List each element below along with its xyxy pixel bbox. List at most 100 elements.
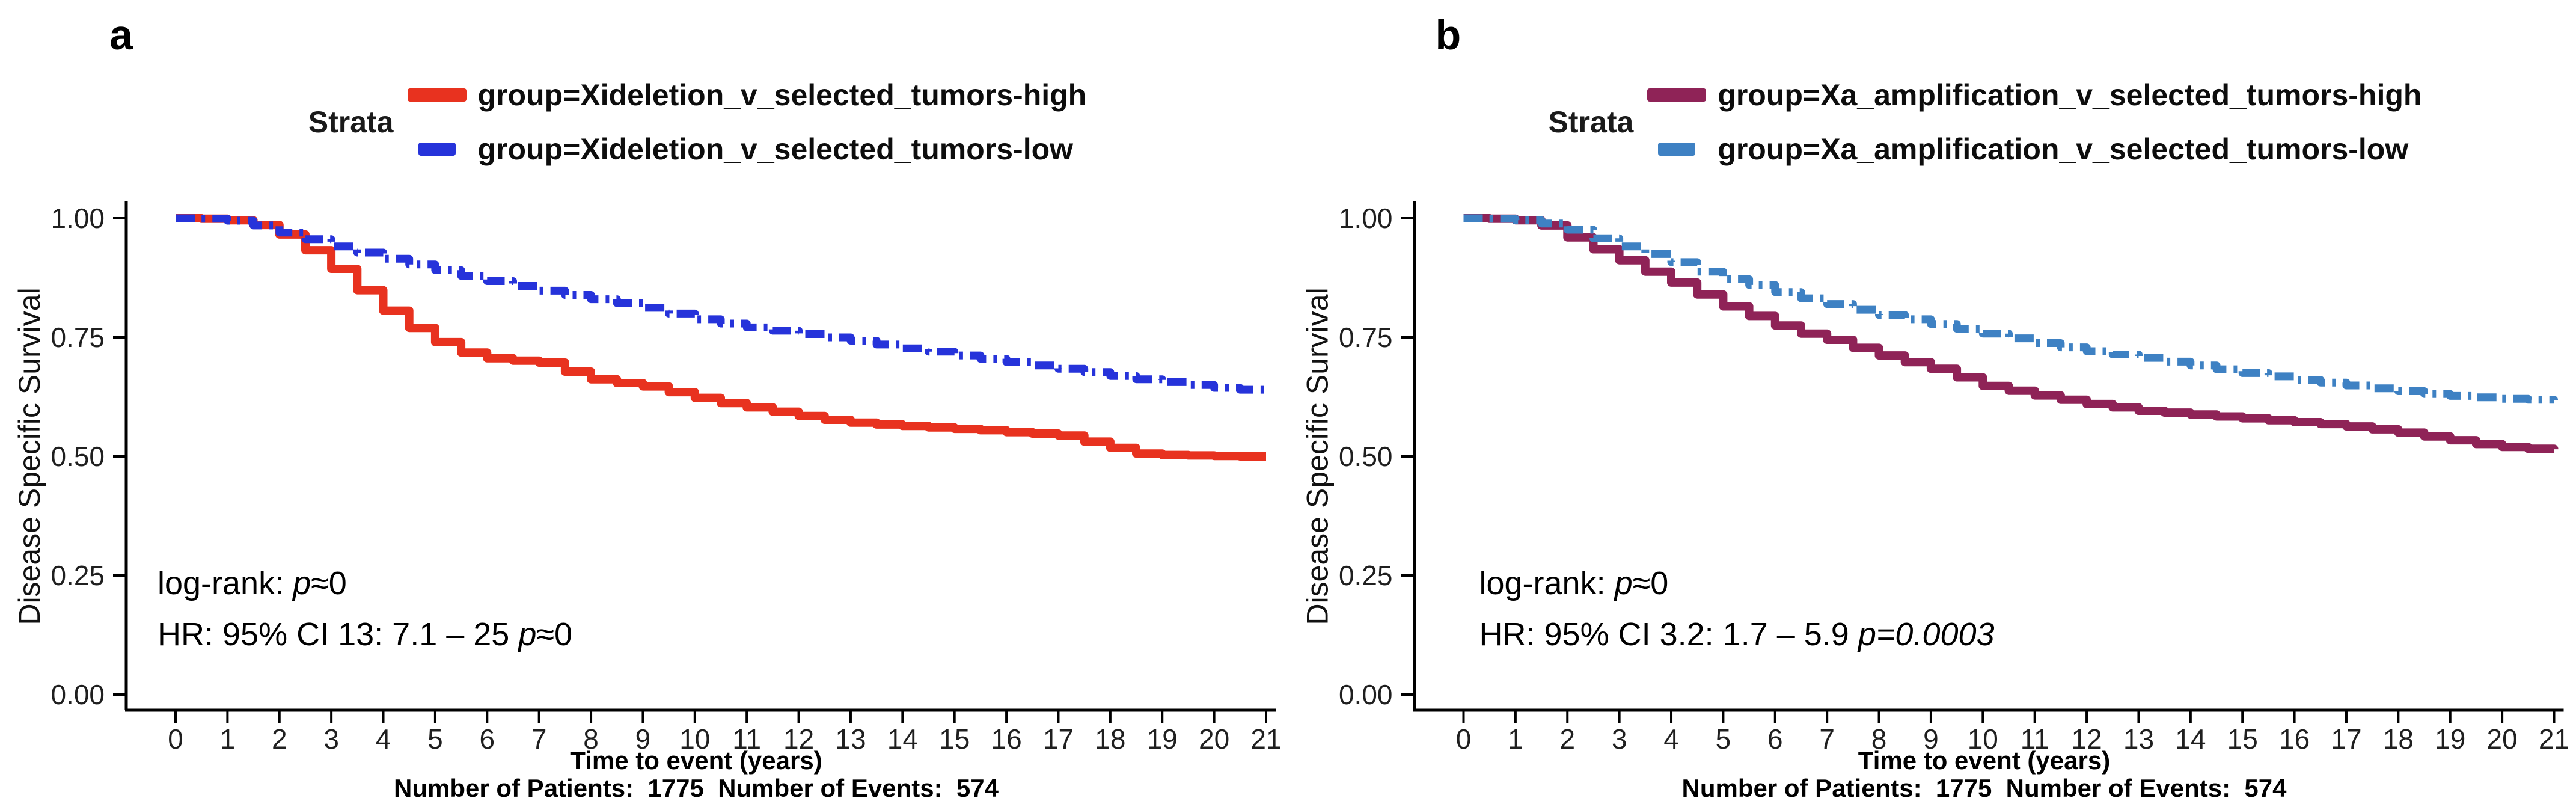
x-tick-label: 20 (1199, 723, 1229, 755)
x-tick-label: 5 (1716, 723, 1731, 755)
legend-key-box (407, 88, 467, 102)
x-tick-label: 7 (1819, 723, 1835, 755)
y-tick-label: 0.50 (1339, 441, 1393, 472)
x-tick-label: 15 (939, 723, 970, 755)
y-tick-label: 0.75 (1339, 322, 1393, 353)
x-tick-label: 1 (1508, 723, 1523, 755)
anno-text: ≈0 (1633, 565, 1669, 601)
x-tick-label: 4 (376, 723, 391, 755)
x-tick-label: 14 (887, 723, 918, 755)
x-axis-title: Time to event (years) (570, 746, 822, 775)
logrank-annotation: log-rank: p≈0 (158, 565, 347, 601)
y-tick-label: 0.50 (50, 441, 105, 472)
x-tick-label: 21 (2539, 723, 2569, 755)
anno-text: log-rank: (158, 565, 293, 601)
anno-text: ≈0 (536, 616, 572, 652)
x-tick-label: 12 (783, 723, 814, 755)
legend: Strata group=Xideletion_v_selected_tumor… (126, 78, 1268, 166)
x-tick-label: 9 (635, 723, 651, 755)
x-tick-label: 9 (1923, 723, 1939, 755)
anno-italic-p: p (292, 565, 311, 601)
anno-text: log-rank: (1479, 565, 1615, 601)
survival-curves (1463, 214, 2559, 453)
x-tick-label: 10 (1968, 723, 1998, 755)
hr-annotation: HR: 95% CI 13: 7.1 – 25 p≈0 (158, 616, 572, 652)
panel-letter: b (1436, 11, 1461, 58)
x-tick-label: 6 (479, 723, 495, 755)
x-tick-label: 16 (2279, 723, 2310, 755)
x-tick-label: 19 (2435, 723, 2465, 755)
x-tick-label: 6 (1767, 723, 1783, 755)
x-tick-label: 18 (2383, 723, 2414, 755)
y-tick-label: 0.00 (50, 679, 105, 710)
legend-key-dashed-line-icon (1658, 143, 1696, 156)
anno-text: HR: 95% CI 3.2: 1.7 – 5.9 (1479, 616, 1858, 652)
x-tick-label: 7 (531, 723, 547, 755)
y-tick-label: 0.75 (50, 322, 105, 353)
survival-curves (176, 214, 1270, 461)
axes: 0.000.250.500.751.000 1 2 3 4 5 6 7 8 9 10 11 12 13 14… (50, 201, 1282, 755)
x-tick-label: 3 (1612, 723, 1627, 755)
patients-events-footer: Number of Patients: 1775 Number of Event… (394, 774, 999, 802)
y-axis-title: Disease Specific Survival (13, 287, 46, 625)
legend-item-low: group=Xideletion_v_selected_tumors-low (407, 132, 1087, 166)
survival-plot-a: a 0.000.250.500.751.000 1 2 3 4 5 6 7 8 9 10 11 12 13… (13, 11, 1282, 802)
survival-curve-high (1463, 214, 2559, 453)
anno-text: HR: 95% CI 13: 7.1 – 25 (158, 616, 518, 652)
x-tick-label: 19 (1147, 723, 1178, 755)
panel-letter: a (109, 11, 133, 58)
legend-item-high: group=Xideletion_v_selected_tumors-high (407, 78, 1087, 112)
anno-italic-p: p (1614, 565, 1633, 601)
x-tick-label: 2 (1559, 723, 1575, 755)
survival-curve-low (1463, 214, 2558, 404)
x-tick-label: 4 (1663, 723, 1679, 755)
x-tick-label: 13 (2123, 723, 2154, 755)
legend-rows: group=Xideletion_v_selected_tumors-high … (407, 78, 1087, 166)
x-tick-label: 1 (220, 723, 236, 755)
legend-key-solid-line-icon (1647, 88, 1707, 102)
legend-item-label: group=Xideletion_v_selected_tumors-low (477, 132, 1074, 166)
legend-item-label: group=Xideletion_v_selected_tumors-high (477, 78, 1087, 112)
x-tick-label: 13 (835, 723, 866, 755)
legend-rows: group=Xa_amplification_v_selected_tumors… (1647, 78, 2422, 166)
anno-italic-p: p=0.0003 (1857, 616, 1995, 652)
x-tick-label: 11 (732, 723, 761, 755)
y-tick-label: 0.25 (1339, 560, 1393, 591)
survival-curve-high (176, 214, 1266, 461)
legend-key-box (1647, 143, 1707, 156)
x-tick-label: 18 (1095, 723, 1125, 755)
patients-events-footer: Number of Patients: 1775 Number of Event… (1682, 774, 2287, 802)
x-tick-label: 10 (679, 723, 710, 755)
x-tick-label: 5 (427, 723, 443, 755)
y-axis-title: Disease Specific Survival (1301, 287, 1335, 625)
x-tick-label: 8 (583, 723, 599, 755)
x-tick-label: 16 (991, 723, 1022, 755)
x-tick-label: 2 (272, 723, 287, 755)
panel-a: a 0.00 0.25 0.50 0.75 1.00 0 1 2 3 4 5 6 7 8 9 10 11 12 13… (13, 11, 1282, 802)
x-tick-label: 12 (2071, 723, 2102, 755)
y-tick-label: 0.25 (50, 560, 105, 591)
logrank-annotation: log-rank: p≈0 (1479, 565, 1669, 601)
y-tick-label: 1.00 (50, 203, 105, 234)
legend: Strata group=Xa_amplification_v_selected… (1414, 78, 2556, 166)
axes: 0.000.250.500.751.000 1 2 3 4 5 6 7 8 9 10 11 12 13 14… (1339, 201, 2569, 755)
survival-curve-low (176, 214, 1270, 394)
legend-item-low: group=Xa_amplification_v_selected_tumors… (1647, 132, 2422, 166)
legend-item-label: group=Xa_amplification_v_selected_tumors… (1718, 78, 2422, 112)
x-tick-label: 17 (1043, 723, 1074, 755)
x-tick-label: 3 (323, 723, 339, 755)
x-tick-label: 0 (168, 723, 183, 755)
legend-title: Strata (308, 105, 394, 139)
legend-key-dashed-line-icon (418, 143, 456, 156)
panel-b: b 0.00 0.25 0.50 0.75 1.00 0 1 2 3 4 5 6 7 8 9 10 11 12 13… (1288, 0, 2576, 807)
x-tick-label: 8 (1871, 723, 1887, 755)
x-tick-label: 11 (2021, 723, 2049, 755)
y-tick-label: 1.00 (1339, 203, 1393, 234)
legend-key-box (407, 143, 467, 156)
x-axis-title: Time to event (years) (1858, 746, 2110, 775)
survival-plot-b: b 0.000.250.500.751.000 1 2 3 4 5 6 7 8 9 10 11 12 13… (1301, 11, 2570, 802)
x-tick-label: 17 (2331, 723, 2361, 755)
x-tick-label: 20 (2487, 723, 2518, 755)
anno-italic-p: p (517, 616, 536, 652)
